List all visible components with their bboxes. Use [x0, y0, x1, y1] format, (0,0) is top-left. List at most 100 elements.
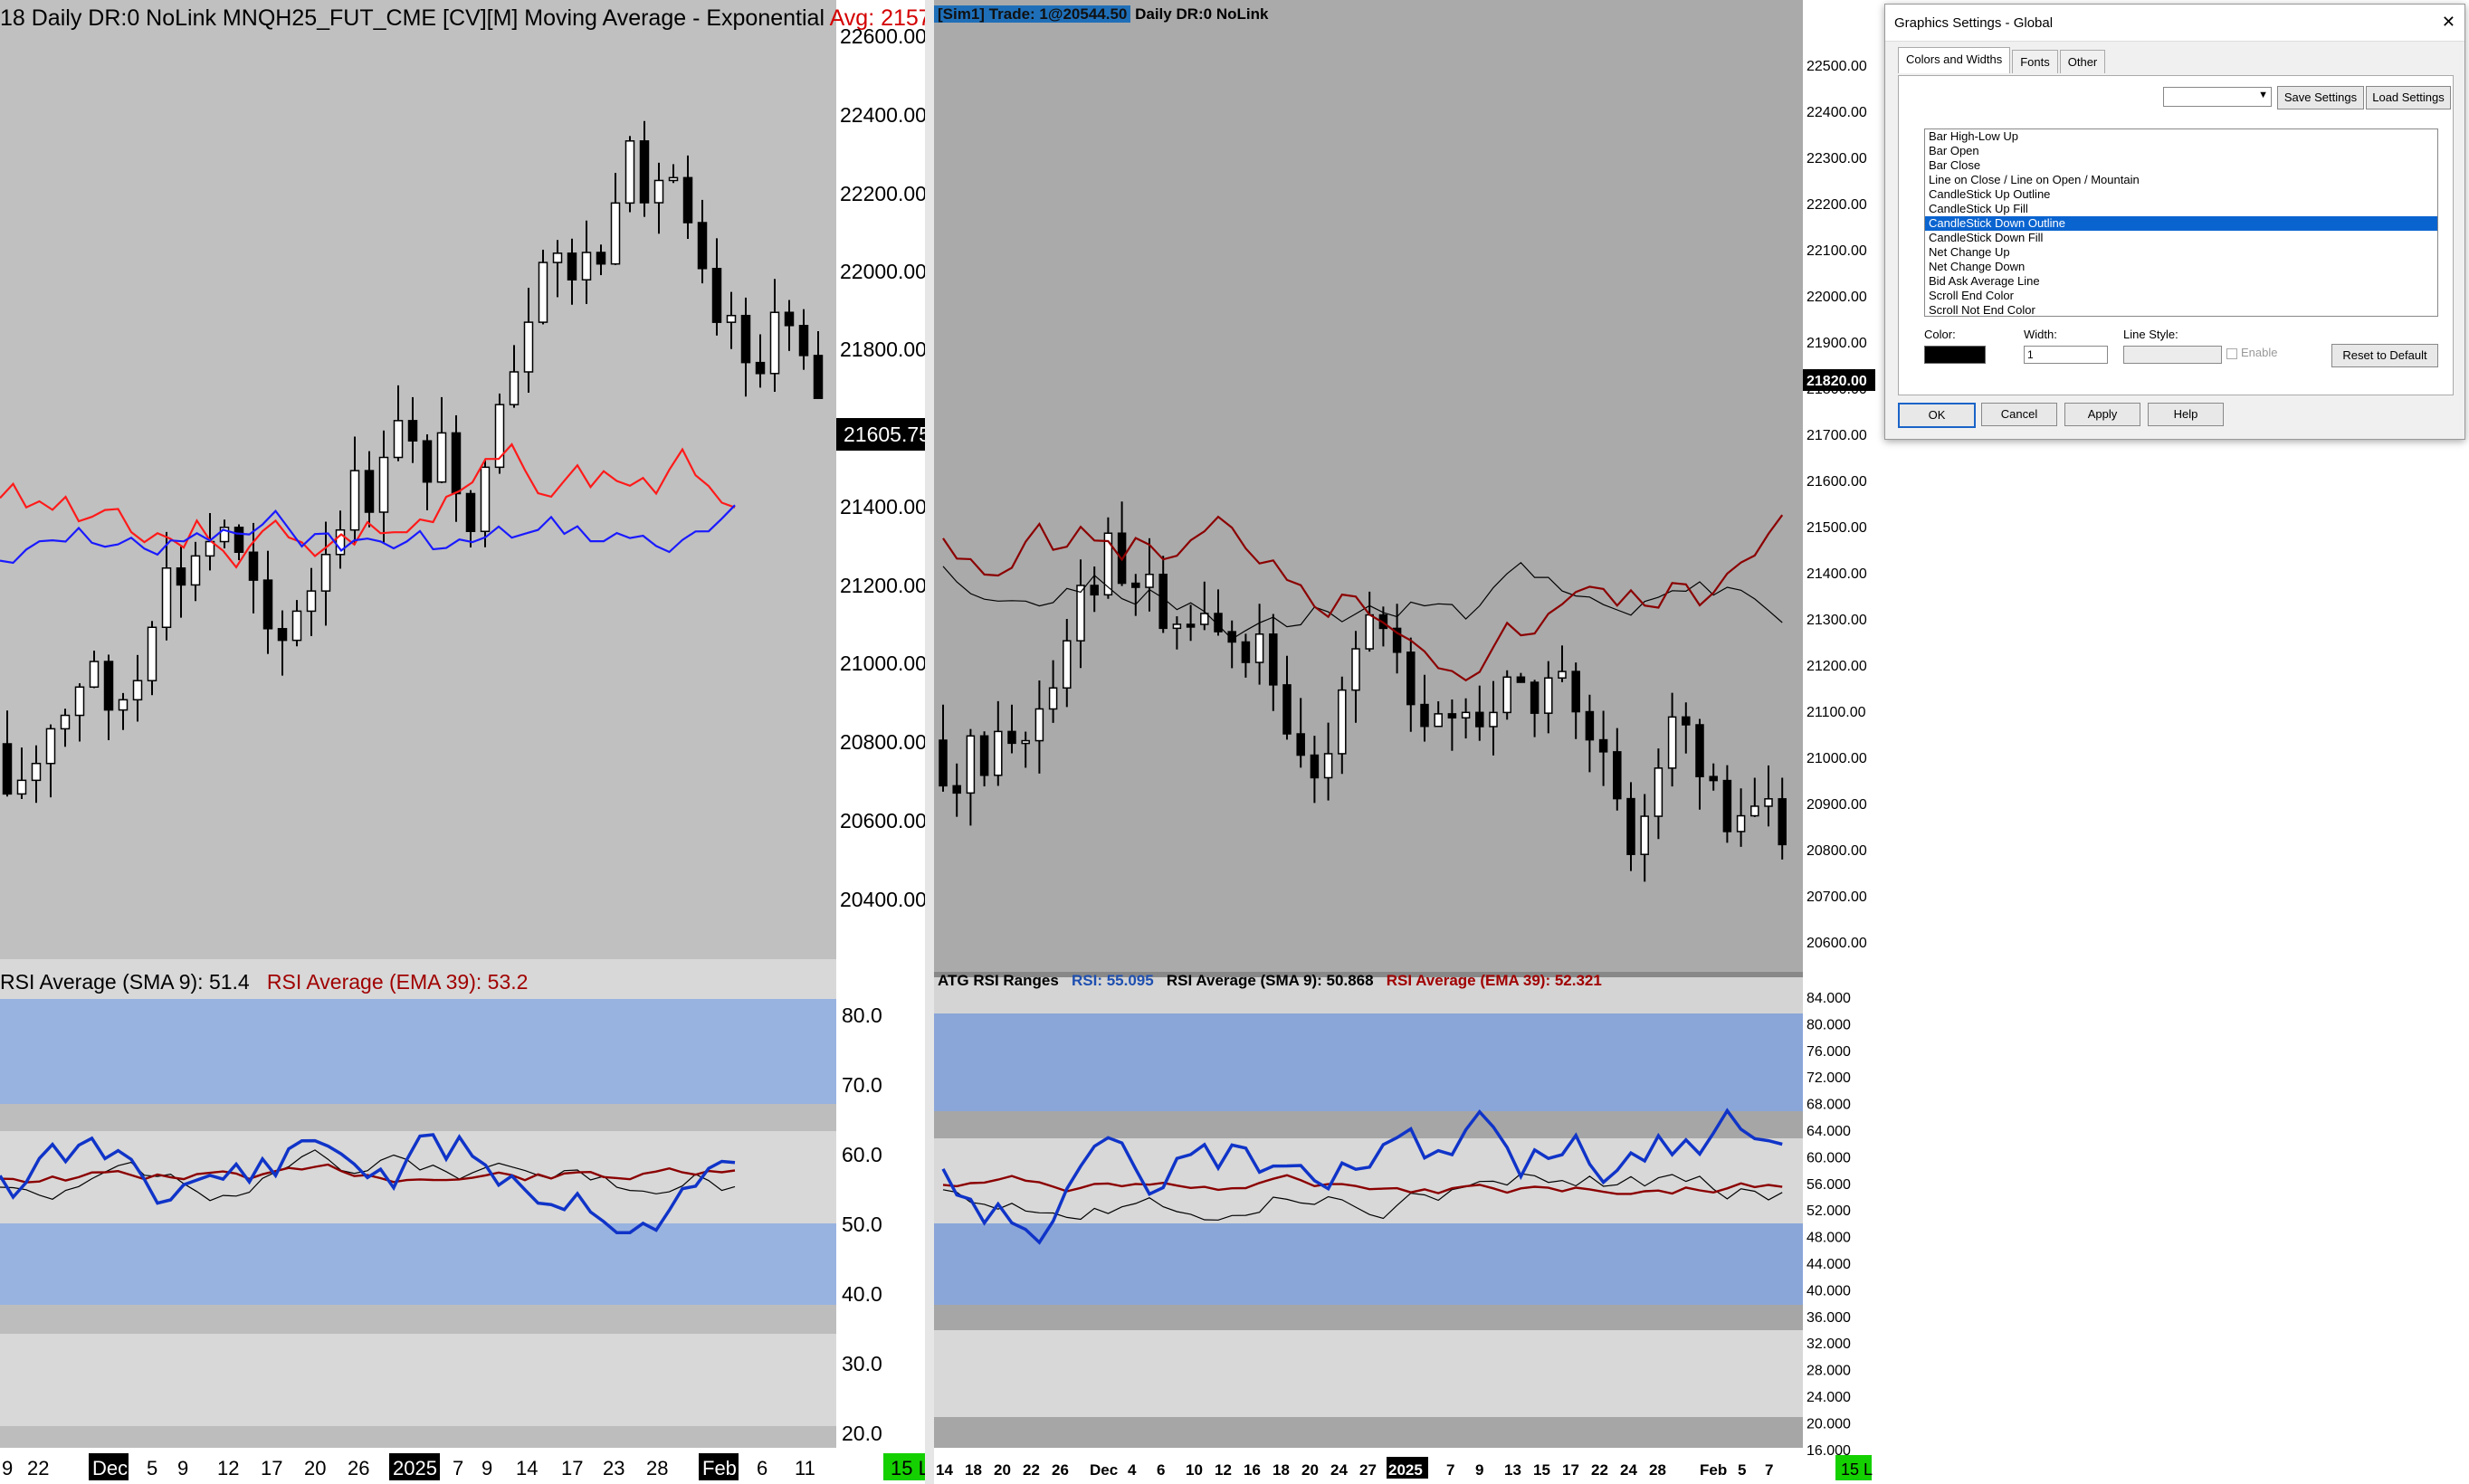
- left-x-tick: 9: [177, 1457, 188, 1479]
- left-rsi-tick: 40.0: [842, 1282, 882, 1306]
- right-price-tick: 20700.00: [1806, 889, 1867, 905]
- left-x-tick: 5: [147, 1457, 157, 1479]
- close-icon[interactable]: ✕: [2441, 13, 2455, 31]
- graphics-list-item[interactable]: CandleStick Up Outline: [1929, 187, 2051, 201]
- graphics-list-item[interactable]: Scroll Not End Color: [1929, 303, 2035, 317]
- candle-body: [1214, 613, 1223, 633]
- right-rsi-title-name: ATG RSI Ranges: [938, 972, 1059, 989]
- right-trade-badge[interactable]: [Sim1] Trade: 1@20544.50: [934, 5, 1131, 23]
- candle-body: [509, 371, 520, 405]
- graphics-list-item[interactable]: Bar Open: [1929, 144, 1979, 157]
- candle-body: [538, 262, 548, 323]
- line-style-select[interactable]: [2123, 346, 2222, 364]
- left-price-tick: 21400.00: [840, 495, 925, 518]
- left-price-tick: 22000.00: [840, 260, 925, 283]
- dialog-titlebar[interactable]: Graphics Settings - Global ✕: [1885, 5, 2464, 42]
- reset-to-default-button[interactable]: Reset to Default: [2331, 344, 2438, 367]
- graphics-list-item[interactable]: Scroll End Color: [1929, 289, 2014, 302]
- candle-body: [1461, 711, 1471, 719]
- chevron-down-icon: ▼: [2258, 90, 2268, 100]
- tab-colors-and-widths[interactable]: Colors and Widths: [1898, 47, 2011, 73]
- settings-preset-select[interactable]: ▼: [2163, 87, 2272, 107]
- candle-body: [147, 626, 157, 681]
- left-rsi-tick: 50.0: [842, 1213, 882, 1236]
- graphics-list-item[interactable]: Bar High-Low Up: [1929, 129, 2018, 143]
- candle-body: [1034, 708, 1044, 742]
- apply-button[interactable]: Apply: [2064, 403, 2140, 426]
- candle-body: [639, 140, 650, 204]
- save-settings-button[interactable]: Save Settings: [2277, 86, 2364, 109]
- graphics-list-item[interactable]: CandleStick Down Outline: [1925, 216, 2437, 231]
- right-x-tick: 16: [1244, 1461, 1261, 1479]
- left-x-tick: Dec: [92, 1457, 128, 1479]
- left-ema-slow-line: [0, 504, 736, 565]
- left-rsi-tick: 70.0: [842, 1073, 882, 1097]
- left-rsi-line: [0, 1133, 736, 1235]
- chart-separator[interactable]: [925, 0, 934, 1484]
- ok-button[interactable]: OK: [1898, 403, 1976, 428]
- enable-label: Enable: [2241, 346, 2278, 359]
- left-candles: [2, 120, 824, 804]
- candle-body: [31, 762, 42, 782]
- left-x-tick: 11: [795, 1457, 815, 1479]
- graphics-element-list[interactable]: Bar High-Low Up Bar Open Bar Close Line on …: [1924, 128, 2438, 317]
- right-x-tick: 13: [1504, 1461, 1521, 1479]
- right-rsi-title-ema: RSI Average (EMA 39): 52.321: [1386, 972, 1602, 989]
- candle-body: [581, 252, 592, 281]
- graphics-list-item[interactable]: CandleStick Down Fill: [1929, 231, 2044, 244]
- graphics-list-item[interactable]: Bar Close: [1929, 158, 1981, 172]
- right-price-tick: 21000.00: [1806, 751, 1867, 766]
- tab-panel: ▼ Save Settings Load Settings Bar High-L…: [1898, 75, 2454, 395]
- candle-body: [1365, 614, 1374, 650]
- right-x-labels: 14 18 20 22 26 Dec 4 6 10 12 16 18 20 24 27 2025 7 9 13 15 1…: [936, 1457, 1773, 1479]
- right-rsi-ema-line: [942, 1174, 1783, 1195]
- width-stepper[interactable]: 1: [2024, 346, 2108, 364]
- right-x-tick: 24: [1330, 1461, 1348, 1479]
- left-rsi-lower-band: [0, 1223, 836, 1305]
- right-x-tick: 7: [1765, 1461, 1773, 1479]
- load-settings-button[interactable]: Load Settings: [2366, 86, 2451, 109]
- graphics-list-item[interactable]: Bid Ask Average Line: [1929, 274, 2040, 288]
- width-label: Width:: [2024, 328, 2057, 341]
- candle-body: [1392, 627, 1402, 653]
- left-corner-badge-box: [883, 1453, 925, 1480]
- enable-checkbox[interactable]: Enable: [2226, 346, 2277, 359]
- right-x-tick: 18: [1273, 1461, 1290, 1479]
- right-price-tick: 22100.00: [1806, 243, 1867, 259]
- candle-body: [939, 739, 948, 787]
- right-x-tick: 27: [1359, 1461, 1377, 1479]
- candle-body: [1667, 716, 1677, 769]
- candle-body: [1558, 671, 1567, 679]
- candle-body: [784, 311, 795, 327]
- right-chart[interactable]: 22500.00 22400.00 22300.00 22200.00 22100.00…: [934, 0, 1875, 1484]
- right-x-tick: 2025: [1388, 1461, 1423, 1479]
- graphics-list-item[interactable]: Line on Close / Line on Open / Mountain: [1929, 173, 2140, 186]
- right-price-tick: 20800.00: [1806, 843, 1867, 859]
- candle-body: [248, 551, 259, 581]
- graphics-settings-dialog[interactable]: Graphics Settings - Global ✕ Colors and …: [1884, 4, 2465, 440]
- right-rsi-tick: 48.000: [1806, 1231, 1851, 1246]
- left-x-tick: 14: [516, 1457, 538, 1479]
- left-chart[interactable]: 22600.00 22400.00 22200.00 22000.00 21800.00…: [0, 0, 925, 1484]
- right-price-tick: 21400.00: [1806, 566, 1867, 582]
- cancel-button[interactable]: Cancel: [1981, 403, 2057, 426]
- graphics-list-item[interactable]: Net Change Up: [1929, 245, 2010, 259]
- right-rsi-upper-band: [934, 1013, 1803, 1111]
- left-x-tick: 12: [217, 1457, 239, 1479]
- candle-body: [1420, 703, 1429, 728]
- right-x-tick: 12: [1215, 1461, 1232, 1479]
- left-rsi-tick: 20.0: [842, 1422, 882, 1445]
- graphics-list-item[interactable]: CandleStick Up Fill: [1929, 202, 2028, 215]
- right-price-tick: 21700.00: [1806, 428, 1867, 443]
- candle-body: [118, 699, 129, 711]
- left-price-tick: 21000.00: [840, 652, 925, 675]
- help-button[interactable]: Help: [2148, 403, 2224, 426]
- tab-fonts[interactable]: Fonts: [2012, 50, 2058, 73]
- graphics-list-item[interactable]: Net Change Down: [1929, 260, 2026, 273]
- right-rsi-tick: 16.000: [1806, 1443, 1851, 1459]
- color-swatch[interactable]: [1924, 346, 1986, 364]
- right-rsi-tick: 44.000: [1806, 1257, 1851, 1272]
- candle-body: [1778, 798, 1787, 846]
- candle-body: [1021, 739, 1030, 745]
- tab-other[interactable]: Other: [2059, 50, 2106, 73]
